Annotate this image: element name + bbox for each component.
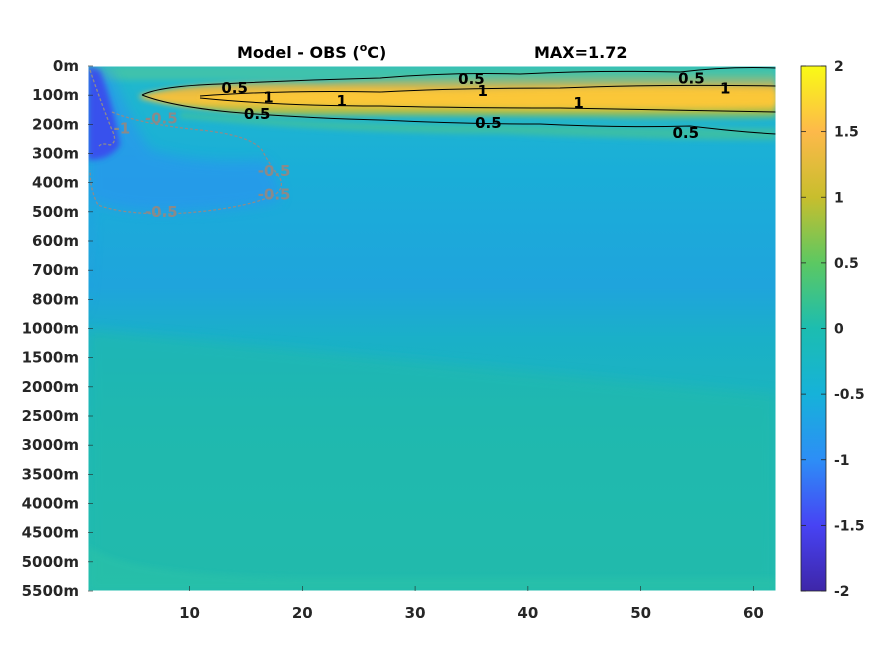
heatmap-deep-layer xyxy=(88,330,776,591)
colorbar-tick-label: -1.5 xyxy=(834,518,865,534)
y-axis-ticks: 0m 100m 200m 300m 400m 500m 600m 700m 800m 1000m 1… xyxy=(22,57,93,600)
contour-0.5-upper xyxy=(141,67,776,96)
heatmap-warm-core xyxy=(200,88,776,108)
contour-label: -0.5 xyxy=(258,162,291,180)
contour-label: 0.5 xyxy=(244,105,271,123)
x-tick-label: 30 xyxy=(405,604,426,622)
y-tick-label: 600m xyxy=(32,232,79,250)
max-label: MAX=1.72 xyxy=(534,43,628,62)
contour-label: 0.5 xyxy=(672,124,699,142)
contour-label: 1 xyxy=(263,88,273,106)
x-tick-label: 10 xyxy=(179,604,200,622)
x-axis-ticks: 10 20 30 40 50 60 xyxy=(179,586,764,622)
contour-0.5-lower xyxy=(141,94,776,135)
heatmap-cold-core xyxy=(88,66,120,160)
contour-label: 1 xyxy=(573,94,583,112)
contour-neg1 xyxy=(89,69,116,149)
contour-label: 1 xyxy=(478,82,488,100)
y-tick-label: 4500m xyxy=(22,524,79,542)
y-tick-label: 3000m xyxy=(22,436,79,454)
contour-label: 0.5 xyxy=(458,70,485,88)
y-tick-label: 2500m xyxy=(22,407,79,425)
contour-label: -1 xyxy=(114,120,131,138)
colorbar-tick-label: -2 xyxy=(834,584,850,600)
contour-lines-negative xyxy=(89,69,283,215)
contour-label: -0.5 xyxy=(258,185,291,203)
y-tick-label: 5000m xyxy=(22,553,79,571)
y-tick-label: 800m xyxy=(32,290,79,308)
contour-label: 0.5 xyxy=(475,114,502,132)
contour-lines-positive xyxy=(141,67,776,135)
y-tick-label: 1500m xyxy=(22,349,79,367)
heatmap-band-fringe xyxy=(180,112,776,140)
y-tick-label: 0m xyxy=(53,57,79,75)
x-tick-label: 40 xyxy=(517,604,538,622)
contour-label: 1 xyxy=(337,92,347,110)
heatmap-bottom-layer xyxy=(88,545,776,591)
contour-label: 1 xyxy=(720,80,730,98)
colorbar-tick-label: 0 xyxy=(834,322,844,338)
y-tick-label: 3500m xyxy=(22,465,79,483)
contour-labels: 0.51 10.50.5110.50.510.5-1-0.5-0.5-0.5-0.… xyxy=(114,69,731,220)
contour-1-lower xyxy=(199,97,776,113)
contour-neg0.5 xyxy=(89,111,283,215)
colorbar: 2 1.5 1 0.5 0 -0.5 -1 -1.5 -2 xyxy=(800,59,865,600)
contour-label: -0.5 xyxy=(145,203,178,221)
contour-1-upper xyxy=(199,84,776,97)
contour-label: 0.5 xyxy=(678,69,705,87)
x-tick-label: 20 xyxy=(292,604,313,622)
y-tick-label: 200m xyxy=(32,115,79,133)
colorbar-tick-label: 0.5 xyxy=(834,256,859,272)
contour-label: -0.5 xyxy=(145,110,178,128)
y-tick-label: 700m xyxy=(32,261,79,279)
heatmap-area: 0.51 10.50.5110.50.510.5-1-0.5-0.5-0.5-0.… xyxy=(88,66,776,591)
y-tick-label: 400m xyxy=(32,174,79,192)
x-tick-label: 60 xyxy=(743,604,764,622)
contour-label: 0.5 xyxy=(221,79,248,97)
colorbar-tick-label: 1 xyxy=(834,190,844,206)
y-tick-label: 100m xyxy=(32,86,79,104)
y-tick-label: 500m xyxy=(32,203,79,221)
y-tick-label: 300m xyxy=(32,145,79,163)
heatmap-cold-region xyxy=(88,66,280,330)
y-tick-label: 2000m xyxy=(22,378,79,396)
chart-title: Model - OBS (oC) xyxy=(237,41,386,62)
colorbar-tick-label: -1 xyxy=(834,453,850,469)
x-tick-label: 50 xyxy=(630,604,651,622)
colorbar-tick-label: 1.5 xyxy=(834,125,859,141)
y-tick-label: 5500m xyxy=(22,582,79,600)
colorbar-tick-label: -0.5 xyxy=(834,387,865,403)
colorbar-ticks: 2 1.5 1 0.5 0 -0.5 -1 -1.5 -2 xyxy=(801,59,865,600)
colorbar-tick-label: 2 xyxy=(834,59,844,75)
y-tick-label: 4000m xyxy=(22,495,79,513)
y-tick-label: 1000m xyxy=(22,320,79,338)
